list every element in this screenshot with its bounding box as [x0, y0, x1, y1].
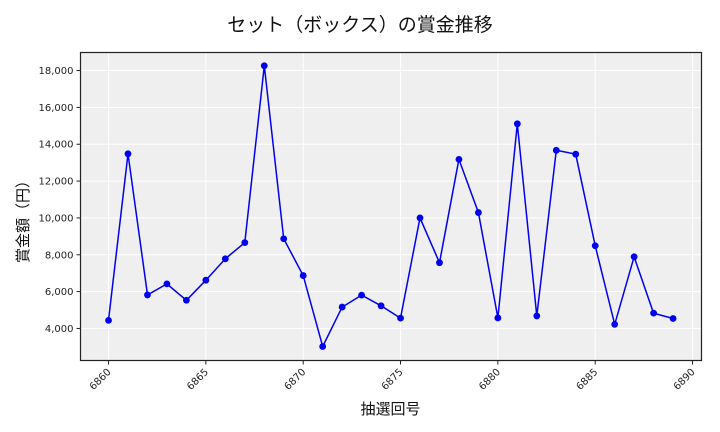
data-point — [416, 214, 424, 222]
data-point — [397, 314, 404, 322]
data-point — [436, 259, 443, 267]
data-point — [591, 242, 599, 250]
data-point — [475, 209, 482, 216]
y-tick-label: 14,000 — [39, 140, 74, 151]
data-point — [630, 253, 638, 261]
y-tick-label: 12,000 — [39, 177, 74, 188]
data-point — [280, 235, 288, 243]
chart-title: セット（ボックス）の賞金推移 — [227, 14, 493, 36]
data-point — [572, 150, 580, 158]
data-point — [105, 316, 112, 324]
data-point — [455, 155, 463, 163]
y-tick-label: 18,000 — [39, 66, 74, 77]
data-point — [124, 150, 132, 158]
data-point — [319, 343, 327, 350]
x-tick-label: 6880 — [477, 367, 503, 393]
data-point — [513, 120, 521, 128]
data-point — [611, 320, 619, 328]
data-point — [299, 272, 307, 279]
plot-area — [80, 52, 702, 361]
y-tick-label: 16,000 — [39, 103, 74, 114]
series-line — [107, 65, 674, 349]
data-point — [669, 315, 677, 322]
y-tick-label: 10,000 — [39, 213, 74, 224]
data-point — [202, 276, 210, 284]
data-point — [163, 280, 171, 288]
data-point — [358, 291, 366, 299]
data-point — [221, 255, 229, 263]
x-axis: 6860 6865 6870 6875 6880 6885 6890 — [88, 360, 698, 393]
data-point — [241, 239, 249, 247]
y-axis: 4,000 6,000 8,000 10,000 12,000 14,000 16,000 1… — [39, 66, 81, 335]
y-tick-label: 6,000 — [45, 287, 74, 298]
x-tick-label: 6890 — [672, 367, 698, 393]
x-tick-label: 6870 — [283, 367, 309, 393]
data-series — [105, 62, 677, 350]
plot-frame — [79, 51, 703, 362]
data-point — [650, 309, 658, 317]
y-tick-label: 4,000 — [45, 324, 74, 335]
data-point — [338, 303, 346, 311]
x-axis-label: 抽選回号 — [360, 400, 421, 418]
data-point — [552, 146, 560, 154]
gridlines — [80, 52, 702, 361]
x-tick-label: 6885 — [575, 367, 601, 393]
x-tick-label: 6860 — [88, 367, 114, 393]
x-tick-label: 6865 — [185, 367, 211, 393]
data-point — [183, 296, 190, 304]
y-tick-label: 8,000 — [45, 250, 74, 261]
data-point — [533, 312, 541, 320]
data-point — [377, 302, 385, 310]
x-tick-label: 6875 — [380, 367, 406, 393]
data-point — [144, 291, 151, 299]
data-point — [494, 314, 502, 322]
data-point — [260, 62, 268, 70]
